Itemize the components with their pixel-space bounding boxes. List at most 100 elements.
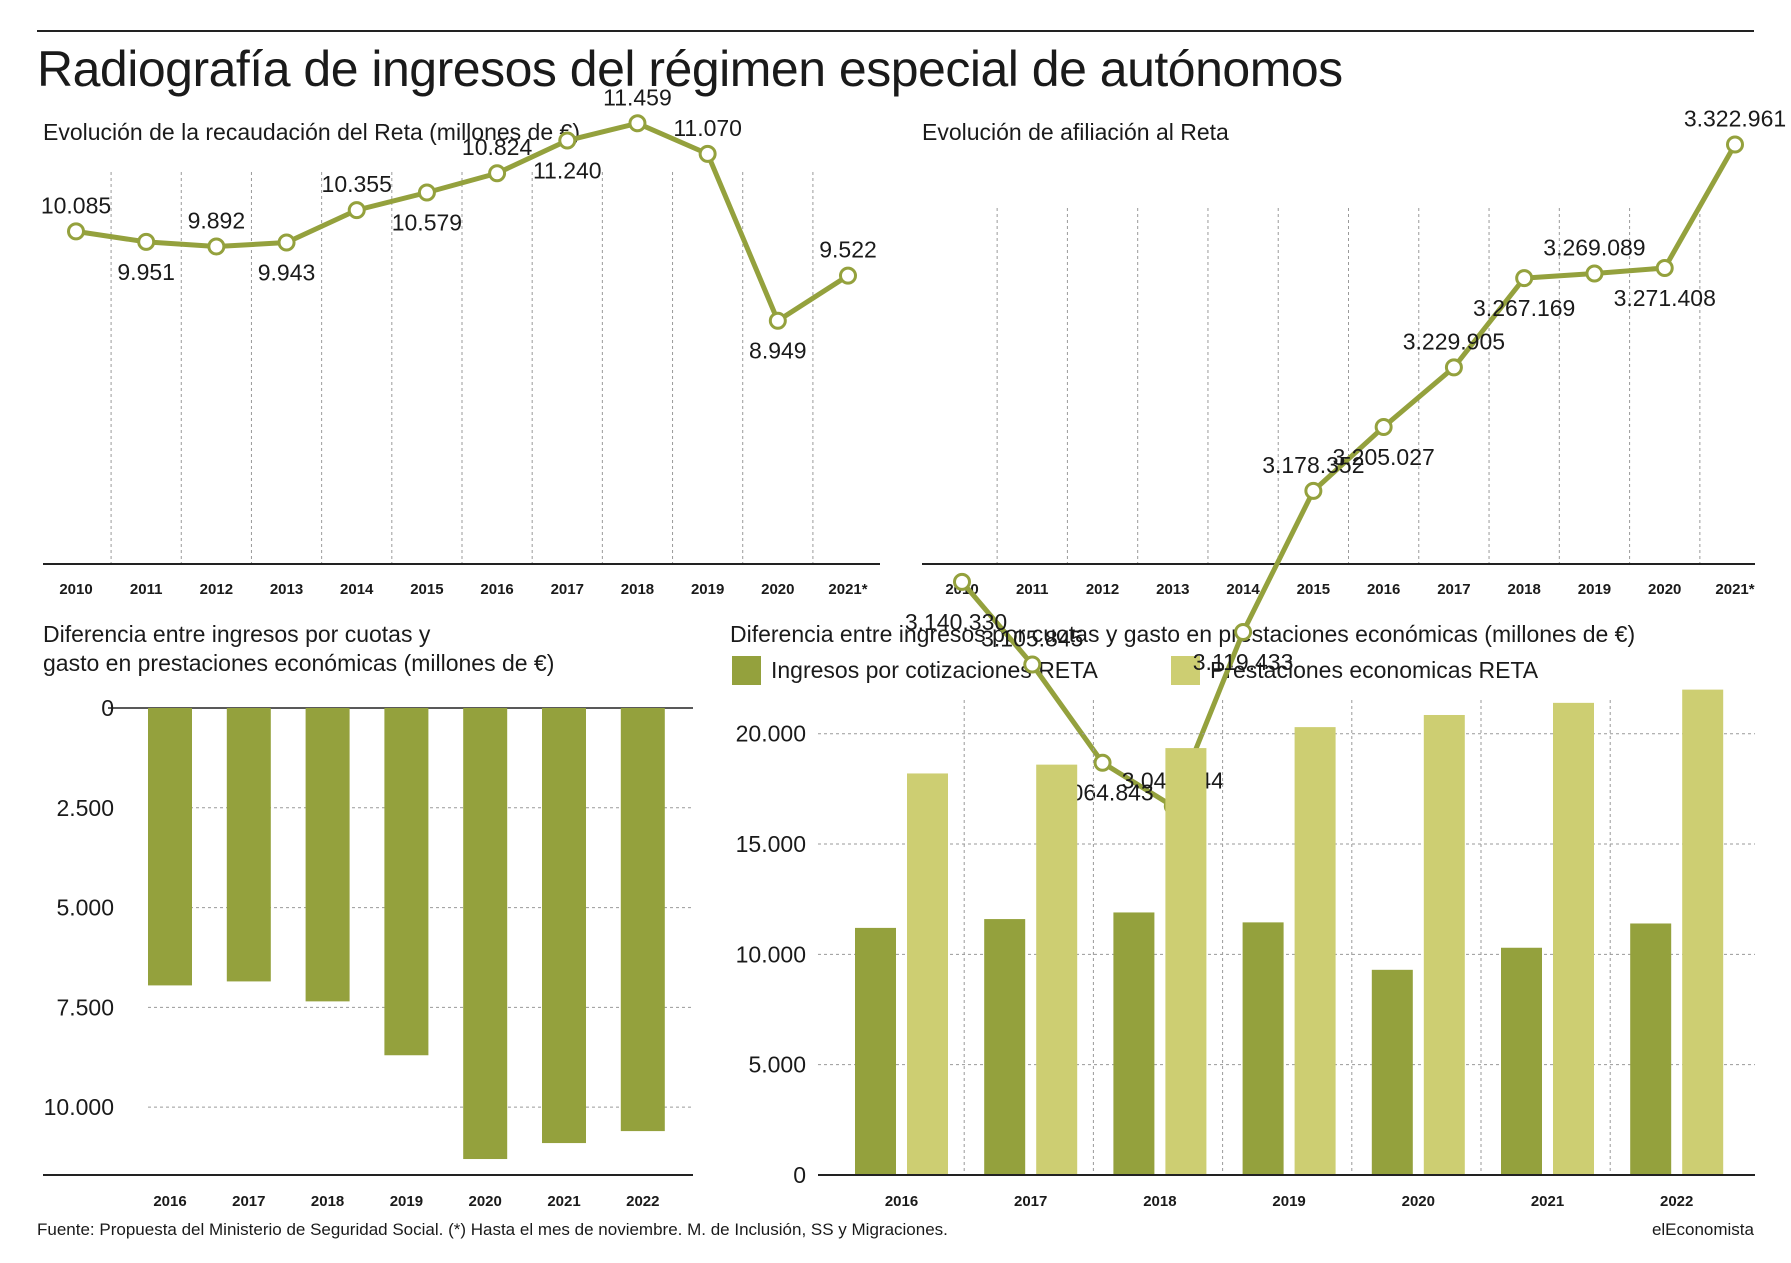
bar xyxy=(1165,748,1207,1175)
data-point xyxy=(67,222,85,241)
data-label: 10.085 xyxy=(41,192,111,218)
data-point xyxy=(1234,622,1253,641)
bar xyxy=(620,708,665,1132)
data-label: 3.271.408 xyxy=(1614,285,1716,311)
data-label: 3.267.169 xyxy=(1473,295,1575,321)
data-point xyxy=(488,164,507,183)
data-label: 3.269.089 xyxy=(1543,235,1645,261)
data-point xyxy=(698,144,717,163)
bar xyxy=(305,708,350,1002)
y-tick-label: 5.000 xyxy=(748,1052,806,1078)
x-tick-label: 2022 xyxy=(626,1193,659,1210)
x-tick-label: 2014 xyxy=(1226,581,1260,598)
data-label: 3.178.352 xyxy=(1262,452,1364,478)
legend-item-prestaciones: Prestaciones economicas RETA xyxy=(1171,656,1538,685)
x-tick-label: 2021 xyxy=(1531,1193,1564,1210)
chart-3-title-line-2: gasto en prestaciones económicas (millon… xyxy=(43,650,555,676)
data-label: 9.892 xyxy=(188,208,246,234)
x-tick-label: 2020 xyxy=(469,1193,502,1210)
x-tick-label: 2021* xyxy=(1715,581,1754,598)
data-point xyxy=(953,572,971,591)
data-label: 8.949 xyxy=(749,338,807,364)
x-tick-label: 2020 xyxy=(1648,581,1681,598)
bar xyxy=(226,708,271,982)
y-tick-label: 0 xyxy=(793,1162,806,1188)
bar xyxy=(542,708,586,1144)
bar xyxy=(1682,689,1724,1175)
data-label: 11.459 xyxy=(603,84,672,110)
data-point xyxy=(1304,481,1323,500)
data-point xyxy=(1726,135,1744,154)
data-label: 9.522 xyxy=(819,237,877,263)
x-tick-label: 2019 xyxy=(1578,581,1611,598)
top-rule xyxy=(37,30,1754,32)
x-tick-label: 2016 xyxy=(1367,581,1400,598)
data-point xyxy=(277,233,296,252)
x-tick-label: 2012 xyxy=(200,581,233,598)
x-tick-label: 2013 xyxy=(270,581,303,598)
y-tick-label: 10.000 xyxy=(44,1094,114,1120)
bar xyxy=(1423,714,1465,1175)
y-tick-label: 10.000 xyxy=(736,941,806,967)
x-tick-label: 2011 xyxy=(1016,581,1049,598)
series-line xyxy=(960,143,1738,809)
data-point xyxy=(137,232,156,251)
data-point xyxy=(1093,753,1112,772)
x-tick-label: 2016 xyxy=(480,581,513,598)
data-point xyxy=(839,266,857,285)
data-point xyxy=(1023,655,1042,674)
y-tick-label: 0 xyxy=(101,695,114,721)
x-tick-label: 2015 xyxy=(410,581,443,598)
data-label: 11.070 xyxy=(673,115,742,141)
x-tick-label: 2020 xyxy=(761,581,794,598)
bar xyxy=(1113,912,1155,1175)
y-tick-label: 2.500 xyxy=(56,795,114,821)
data-point xyxy=(1444,358,1463,377)
data-label: 3.105.845 xyxy=(981,626,1083,652)
data-point xyxy=(558,131,577,150)
x-tick-label: 2017 xyxy=(551,581,584,598)
y-tick-label: 5.000 xyxy=(56,895,114,921)
data-label: 3.140.330 xyxy=(905,609,1007,635)
chart-recaudacion: 2010 2011 2012 2013 2014 2015 2016 2017 2018 2019… xyxy=(41,84,880,598)
page-title: Radiografía de ingresos del régimen espe… xyxy=(37,41,1343,97)
x-tick-label: 2017 xyxy=(1437,581,1470,598)
x-tick-label: 2017 xyxy=(232,1193,265,1210)
bar xyxy=(984,919,1026,1175)
chart-diferencia: 0 2.500 5.000 7.500 10.000 2016 2017 2018 2019 20… xyxy=(43,695,693,1210)
x-tick-label: 2014 xyxy=(340,581,374,598)
data-label: 10.355 xyxy=(322,171,392,197)
data-point xyxy=(347,201,366,220)
chart-1-title: Evolución de la recaudación del Reta (mi… xyxy=(43,119,580,145)
x-tick-label: 2018 xyxy=(1143,1193,1176,1210)
x-tick-label: 2021* xyxy=(828,581,867,598)
data-point xyxy=(768,311,787,330)
data-label: 11.240 xyxy=(533,158,602,184)
bar xyxy=(1630,923,1672,1175)
bar xyxy=(463,708,508,1160)
bar xyxy=(1501,947,1542,1175)
bar xyxy=(1553,702,1594,1175)
data-label: 3.119.433 xyxy=(1193,649,1294,675)
x-tick-label: 2018 xyxy=(621,581,654,598)
x-tick-label: 2016 xyxy=(153,1193,186,1210)
bar xyxy=(1036,764,1078,1175)
bar xyxy=(1242,922,1284,1175)
bar xyxy=(1371,969,1413,1175)
data-point xyxy=(1374,417,1393,436)
data-label: 10.824 xyxy=(462,134,533,160)
x-tick-label: 2020 xyxy=(1402,1193,1435,1210)
chart-afiliacion: 2010201120122013201420152016201720182019… xyxy=(905,106,1786,816)
y-tick-label: 15.000 xyxy=(736,831,806,857)
data-label: 3.205.027 xyxy=(1332,444,1434,470)
x-tick-label: 2010 xyxy=(59,581,92,598)
data-point xyxy=(1655,258,1674,277)
x-tick-label: 2021 xyxy=(547,1193,580,1210)
x-tick-label: 2018 xyxy=(311,1193,344,1210)
x-tick-label: 2015 xyxy=(1297,581,1330,598)
source-footnote: Fuente: Propuesta del Ministerio de Segu… xyxy=(37,1220,948,1239)
data-label: 3.322.961 xyxy=(1684,106,1786,132)
data-point xyxy=(207,237,226,256)
x-tick-label: 2012 xyxy=(1086,581,1119,598)
